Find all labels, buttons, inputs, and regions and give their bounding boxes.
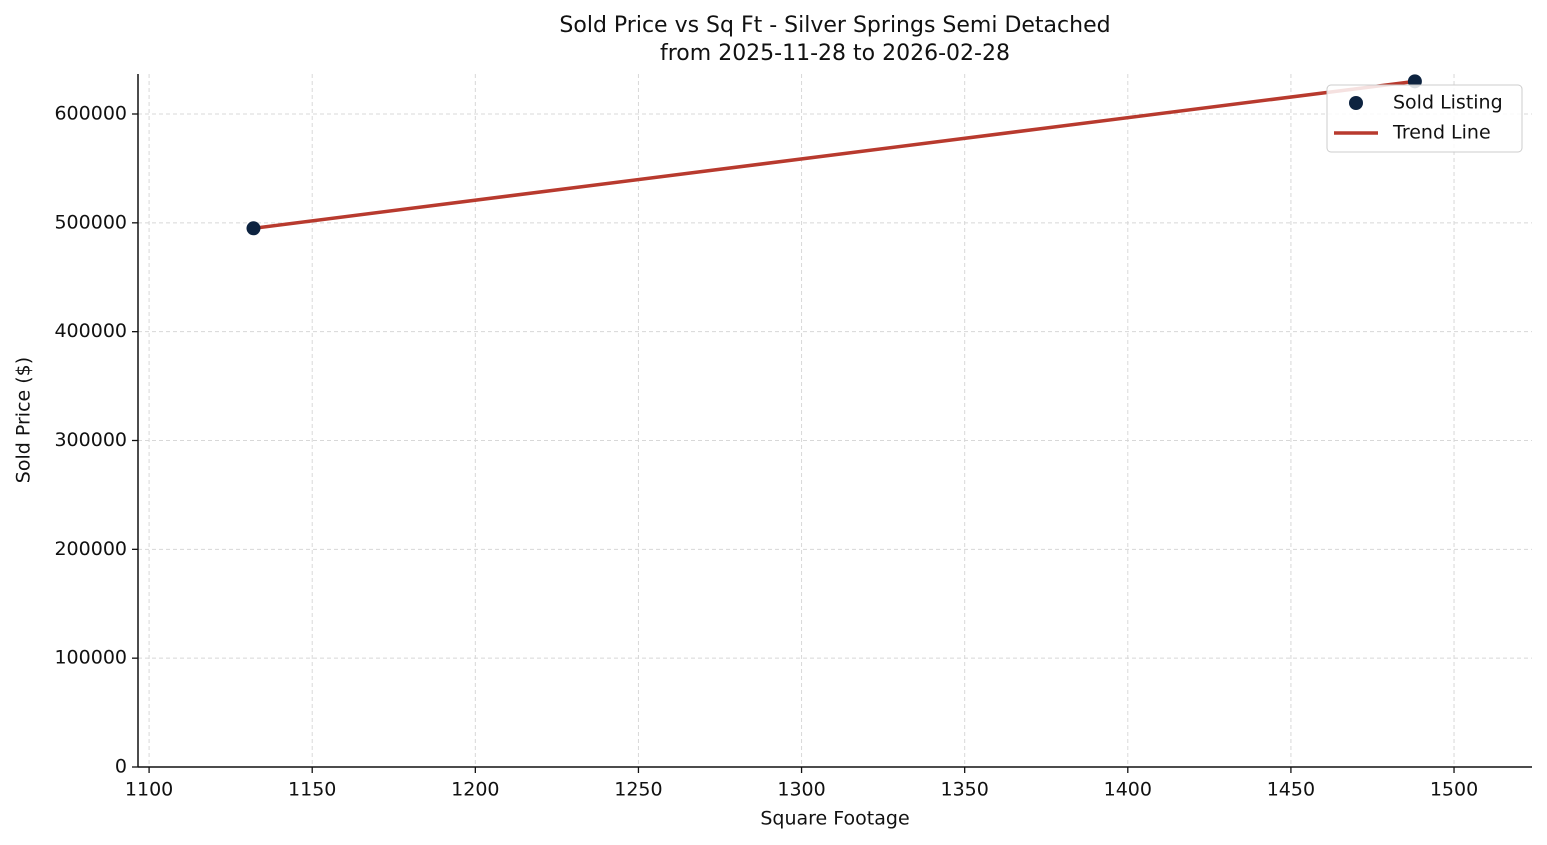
x-tick-label: 1200	[451, 779, 499, 801]
x-tick-label: 1300	[777, 779, 825, 801]
y-tick-label: 500000	[54, 211, 127, 233]
y-axis-label: Sold Price ($)	[13, 357, 35, 483]
trend-line	[253, 79, 1416, 231]
x-tick-label: 1250	[614, 779, 662, 801]
y-tick-label: 200000	[54, 538, 127, 560]
y-tick-label: 300000	[54, 429, 127, 451]
x-tick-label: 1150	[288, 779, 336, 801]
x-tick-label: 1500	[1430, 779, 1478, 801]
y-tick-label: 0	[115, 756, 127, 778]
x-tick-label: 1100	[125, 779, 173, 801]
legend-swatch	[1349, 96, 1363, 110]
y-tick-label: 400000	[54, 320, 127, 342]
y-tick-label: 100000	[54, 647, 127, 669]
x-tick-label: 1450	[1267, 779, 1315, 801]
legend-label: Sold Listing	[1393, 92, 1503, 114]
x-tick-label: 1350	[940, 779, 988, 801]
legend-label: Trend Line	[1392, 122, 1491, 144]
y-tick-label: 600000	[54, 102, 127, 124]
legend-box	[1326, 84, 1523, 153]
chart-title: Sold Price vs Sq Ft - Silver Springs Sem…	[559, 13, 1110, 38]
point	[246, 221, 261, 236]
x-tick-label: 1400	[1104, 779, 1152, 801]
x-axis-label: Square Footage	[760, 808, 909, 830]
chart-subtitle: from 2025-11-28 to 2026-02-28	[660, 41, 1010, 66]
